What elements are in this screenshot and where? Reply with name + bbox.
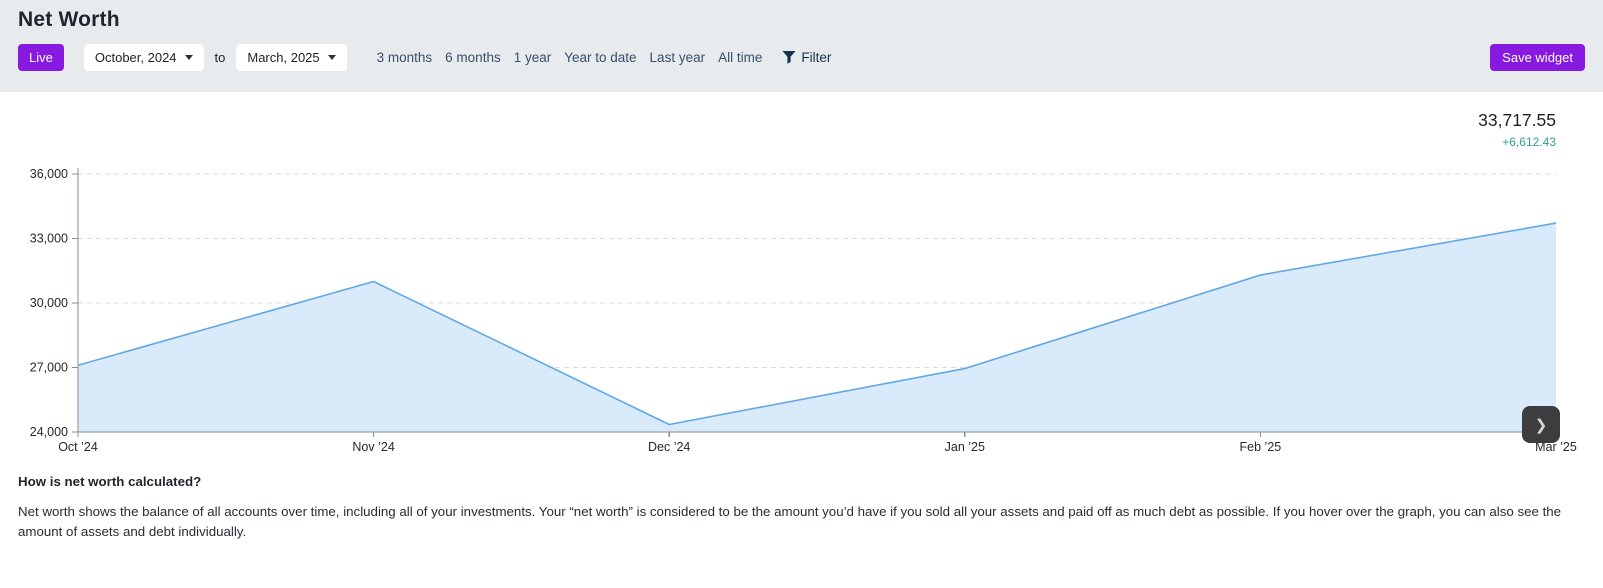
y-axis-label: 24,000 — [30, 425, 68, 439]
from-month-value: October, 2024 — [94, 50, 177, 65]
save-widget-button[interactable]: Save widget — [1490, 44, 1585, 71]
y-axis-label: 30,000 — [30, 296, 68, 310]
to-label: to — [214, 50, 226, 65]
area-chart-svg[interactable]: 24,000 27,000 30,000 33,000 36,000 Oct ’24 Nov… — [18, 162, 1585, 457]
range-links: 3 months 6 months 1 year Year to date La… — [377, 50, 763, 65]
range-link-last-year[interactable]: Last year — [649, 50, 706, 65]
net-worth-area-chart[interactable]: 24,000 27,000 30,000 33,000 36,000 Oct ’24 Nov… — [18, 162, 1585, 457]
x-axis-label: Feb ’25 — [1240, 440, 1282, 454]
x-axis-label: Dec ’24 — [648, 440, 690, 454]
x-axis-label: Oct ’24 — [58, 440, 98, 454]
y-axis-label: 33,000 — [30, 232, 68, 246]
range-link-all-time[interactable]: All time — [718, 50, 763, 65]
x-axis-label: Mar ’25 — [1535, 440, 1577, 454]
range-link-year-to-date[interactable]: Year to date — [564, 50, 637, 65]
filter-button[interactable]: Filter — [782, 50, 831, 65]
chevron-down-icon — [184, 55, 193, 60]
explainer-section: How is net worth calculated? Net worth s… — [0, 457, 1603, 542]
range-link-3-months[interactable]: 3 months — [376, 50, 433, 65]
x-axis-label: Nov ’24 — [352, 440, 394, 454]
scroll-next-button[interactable]: ❯ — [1522, 406, 1560, 443]
y-axis-label: 27,000 — [30, 361, 68, 375]
chevron-down-icon — [327, 55, 336, 60]
to-month-dropdown[interactable]: March, 2025 — [236, 44, 347, 71]
from-month-dropdown[interactable]: October, 2024 — [83, 44, 204, 71]
funnel-filter-icon — [782, 51, 796, 64]
net-worth-change: +6,612.43 — [1502, 135, 1556, 149]
summary-block: 33,717.55 +6,612.43 — [18, 110, 1585, 149]
to-month-value: March, 2025 — [247, 50, 320, 65]
range-link-6-months[interactable]: 6 months — [445, 50, 501, 65]
net-worth-card: 33,717.55 +6,612.43 24,000 27,000 30,000 33… — [0, 92, 1603, 457]
filter-label: Filter — [801, 50, 832, 65]
chevron-right-icon: ❯ — [1534, 416, 1548, 434]
net-worth-total: 33,717.55 — [1478, 110, 1556, 130]
header-band: Net Worth Live October, 2024 to March, 2… — [0, 0, 1603, 92]
net-worth-line — [77, 222, 1557, 426]
range-link-1-year[interactable]: 1 year — [513, 50, 552, 65]
x-axis-label: Jan ’25 — [945, 440, 985, 454]
explainer-body: Net worth shows the balance of all accou… — [18, 504, 1562, 539]
explainer-heading: How is net worth calculated? — [18, 474, 202, 489]
live-button[interactable]: Live — [18, 44, 64, 71]
toolbar: Live October, 2024 to March, 2025 3 mont… — [18, 44, 1585, 71]
y-axis-label: 36,000 — [30, 167, 68, 181]
page-title: Net Worth — [18, 8, 120, 31]
area-fill — [78, 223, 1556, 432]
